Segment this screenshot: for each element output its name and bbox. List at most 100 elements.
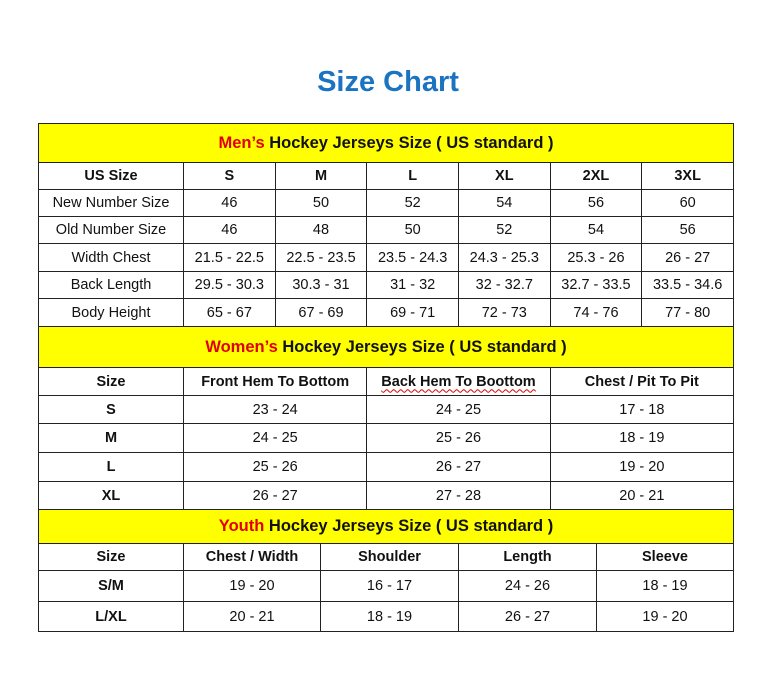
header-text: Hockey Jerseys Size ( US standard ) (269, 133, 554, 152)
table-cell: 60 (641, 189, 734, 217)
table-row: Old Number Size 46 48 50 52 54 56 (38, 216, 734, 244)
header-accent: Women’s (205, 337, 278, 356)
youth-section-header: Youth Hockey Jerseys Size ( US standard … (38, 509, 734, 544)
table-cell: 67 - 69 (274, 298, 368, 327)
row-label: XL (38, 481, 184, 510)
column-header: Chest / Pit To Pit (549, 367, 735, 396)
table-row: New Number Size 46 50 52 54 56 60 (38, 189, 734, 217)
table-cell: 18 - 19 (320, 601, 459, 632)
row-label: Body Height (38, 298, 184, 327)
table-cell: 27 - 28 (366, 481, 551, 510)
column-header: US Size (38, 162, 184, 190)
table-cell: 46 (183, 216, 276, 244)
table-cell: 31 - 32 (366, 271, 459, 299)
table-cell: 17 - 18 (549, 395, 735, 424)
table-row: S/M 19 - 20 16 - 17 24 - 26 18 - 19 (38, 570, 734, 602)
row-label: S/M (38, 570, 184, 602)
table-row: Body Height 65 - 67 67 - 69 69 - 71 72 - 73 7… (38, 298, 734, 327)
column-header: S (183, 162, 276, 190)
table-cell: 54 (457, 189, 551, 217)
table-cell: 20 - 21 (183, 601, 321, 632)
table-cell: 23.5 - 24.3 (366, 243, 459, 272)
table-cell: 18 - 19 (596, 570, 734, 602)
table-cell: 25 - 26 (182, 452, 368, 482)
column-header: L (366, 162, 459, 190)
table-cell: 32.7 - 33.5 (549, 271, 643, 299)
table-cell: 69 - 71 (366, 298, 459, 327)
header-accent: Youth (218, 517, 265, 535)
column-header: M (274, 162, 368, 190)
header-text: Hockey Jerseys Size ( US standard ) (268, 517, 554, 535)
table-cell: 25.3 - 26 (549, 243, 643, 272)
youth-size-table: Youth Hockey Jerseys Size ( US standard … (38, 509, 734, 632)
table-cell: 24 - 25 (182, 423, 368, 453)
column-header: 3XL (641, 162, 734, 190)
column-header: Chest / Width (183, 543, 321, 571)
table-cell: 56 (641, 216, 734, 244)
row-label: Back Length (38, 271, 184, 299)
mens-section-header: Men’s Hockey Jerseys Size ( US standard … (38, 123, 734, 163)
row-label: M (38, 423, 184, 453)
table-cell: 24.3 - 25.3 (457, 243, 551, 272)
table-cell: 32 - 32.7 (457, 271, 551, 299)
table-cell: 19 - 20 (596, 601, 734, 632)
mens-size-table: Men’s Hockey Jerseys Size ( US standard … (38, 123, 734, 327)
table-cell: 72 - 73 (457, 298, 551, 327)
column-header: Sleeve (596, 543, 734, 571)
table-cell: 29.5 - 30.3 (183, 271, 276, 299)
column-header: Shoulder (320, 543, 459, 571)
table-cell: 77 - 80 (641, 298, 734, 327)
page-title: Size Chart (317, 66, 459, 98)
table-row: XL 26 - 27 27 - 28 20 - 21 (38, 481, 735, 510)
table-cell: 50 (366, 216, 459, 244)
table-cell: 56 (549, 189, 643, 217)
column-header: XL (457, 162, 551, 190)
column-header: Size (38, 367, 184, 396)
row-label: S (38, 395, 184, 424)
table-cell: 23 - 24 (182, 395, 368, 424)
row-label: New Number Size (38, 189, 184, 217)
table-cell: 19 - 20 (549, 452, 735, 482)
row-label: L (38, 452, 184, 482)
womens-size-table: Women’s Hockey Jerseys Size ( US standar… (38, 326, 735, 510)
column-header: Front Hem To Bottom (182, 367, 368, 396)
table-cell: 16 - 17 (320, 570, 459, 602)
table-cell: 22.5 - 23.5 (274, 243, 368, 272)
table-cell: 33.5 - 34.6 (641, 271, 734, 299)
table-cell: 26 - 27 (641, 243, 734, 272)
column-header-row: US Size S M L XL 2XL 3XL (38, 162, 734, 190)
table-cell: 54 (549, 216, 643, 244)
table-cell: 20 - 21 (549, 481, 735, 510)
table-cell: 46 (183, 189, 276, 217)
table-cell: 19 - 20 (183, 570, 321, 602)
header-accent: Men’s (218, 133, 265, 152)
table-cell: 24 - 26 (458, 570, 597, 602)
table-cell: 26 - 27 (458, 601, 597, 632)
column-header: Back Hem To Boottom (366, 367, 551, 396)
table-row: Width Chest 21.5 - 22.5 22.5 - 23.5 23.5 - … (38, 243, 734, 272)
header-text: Hockey Jerseys Size ( US standard ) (282, 337, 567, 356)
table-cell: 25 - 26 (366, 423, 551, 453)
column-header-text: Back Hem To Boottom (381, 373, 536, 390)
table-cell: 26 - 27 (182, 481, 368, 510)
table-cell: 21.5 - 22.5 (183, 243, 276, 272)
column-header: Size (38, 543, 184, 571)
row-label: Old Number Size (38, 216, 184, 244)
column-header: 2XL (549, 162, 643, 190)
table-cell: 48 (274, 216, 368, 244)
table-row: L/XL 20 - 21 18 - 19 26 - 27 19 - 20 (38, 601, 734, 632)
column-header-row: Size Chest / Width Shoulder Length Sleeve (38, 543, 734, 571)
table-cell: 24 - 25 (366, 395, 551, 424)
table-cell: 26 - 27 (366, 452, 551, 482)
column-header-row: Size Front Hem To Bottom Back Hem To Boott… (38, 367, 735, 396)
row-label: L/XL (38, 601, 184, 632)
column-header: Length (458, 543, 597, 571)
table-cell: 50 (274, 189, 368, 217)
table-row: Back Length 29.5 - 30.3 30.3 - 31 31 - 32 32… (38, 271, 734, 299)
table-cell: 18 - 19 (549, 423, 735, 453)
table-cell: 30.3 - 31 (274, 271, 368, 299)
table-cell: 52 (457, 216, 551, 244)
table-row: M 24 - 25 25 - 26 18 - 19 (38, 423, 735, 453)
table-cell: 74 - 76 (549, 298, 643, 327)
table-row: L 25 - 26 26 - 27 19 - 20 (38, 452, 735, 482)
